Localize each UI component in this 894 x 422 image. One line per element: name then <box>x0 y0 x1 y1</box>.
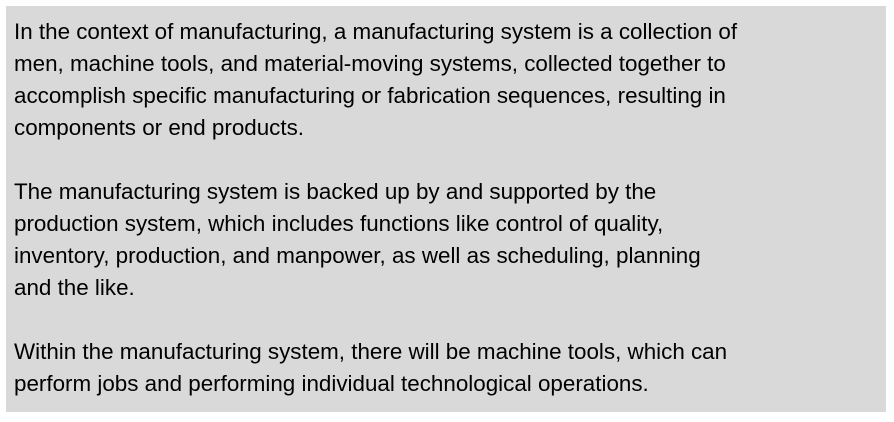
paragraph-production-system: The manufacturing system is backed up by… <box>14 176 886 304</box>
text-line: Within the manufacturing system, there w… <box>14 339 728 364</box>
text-line: perform jobs and performing individual t… <box>14 371 649 396</box>
text-panel: In the context of manufacturing, a manuf… <box>6 6 886 412</box>
paragraph-machine-tools: Within the manufacturing system, there w… <box>14 336 886 400</box>
text-line: inventory, production, and manpower, as … <box>14 243 701 268</box>
text-line: components or end products. <box>14 115 305 140</box>
text-line: The manufacturing system is backed up by… <box>14 179 657 204</box>
text-line: men, machine tools, and material-moving … <box>14 51 726 76</box>
text-line: production system, which includes functi… <box>14 211 664 236</box>
text-line: accomplish specific manufacturing or fab… <box>14 83 726 108</box>
text-line: In the context of manufacturing, a manuf… <box>14 19 738 44</box>
paragraph-manufacturing-definition: In the context of manufacturing, a manuf… <box>14 16 886 144</box>
text-line: and the like. <box>14 275 135 300</box>
